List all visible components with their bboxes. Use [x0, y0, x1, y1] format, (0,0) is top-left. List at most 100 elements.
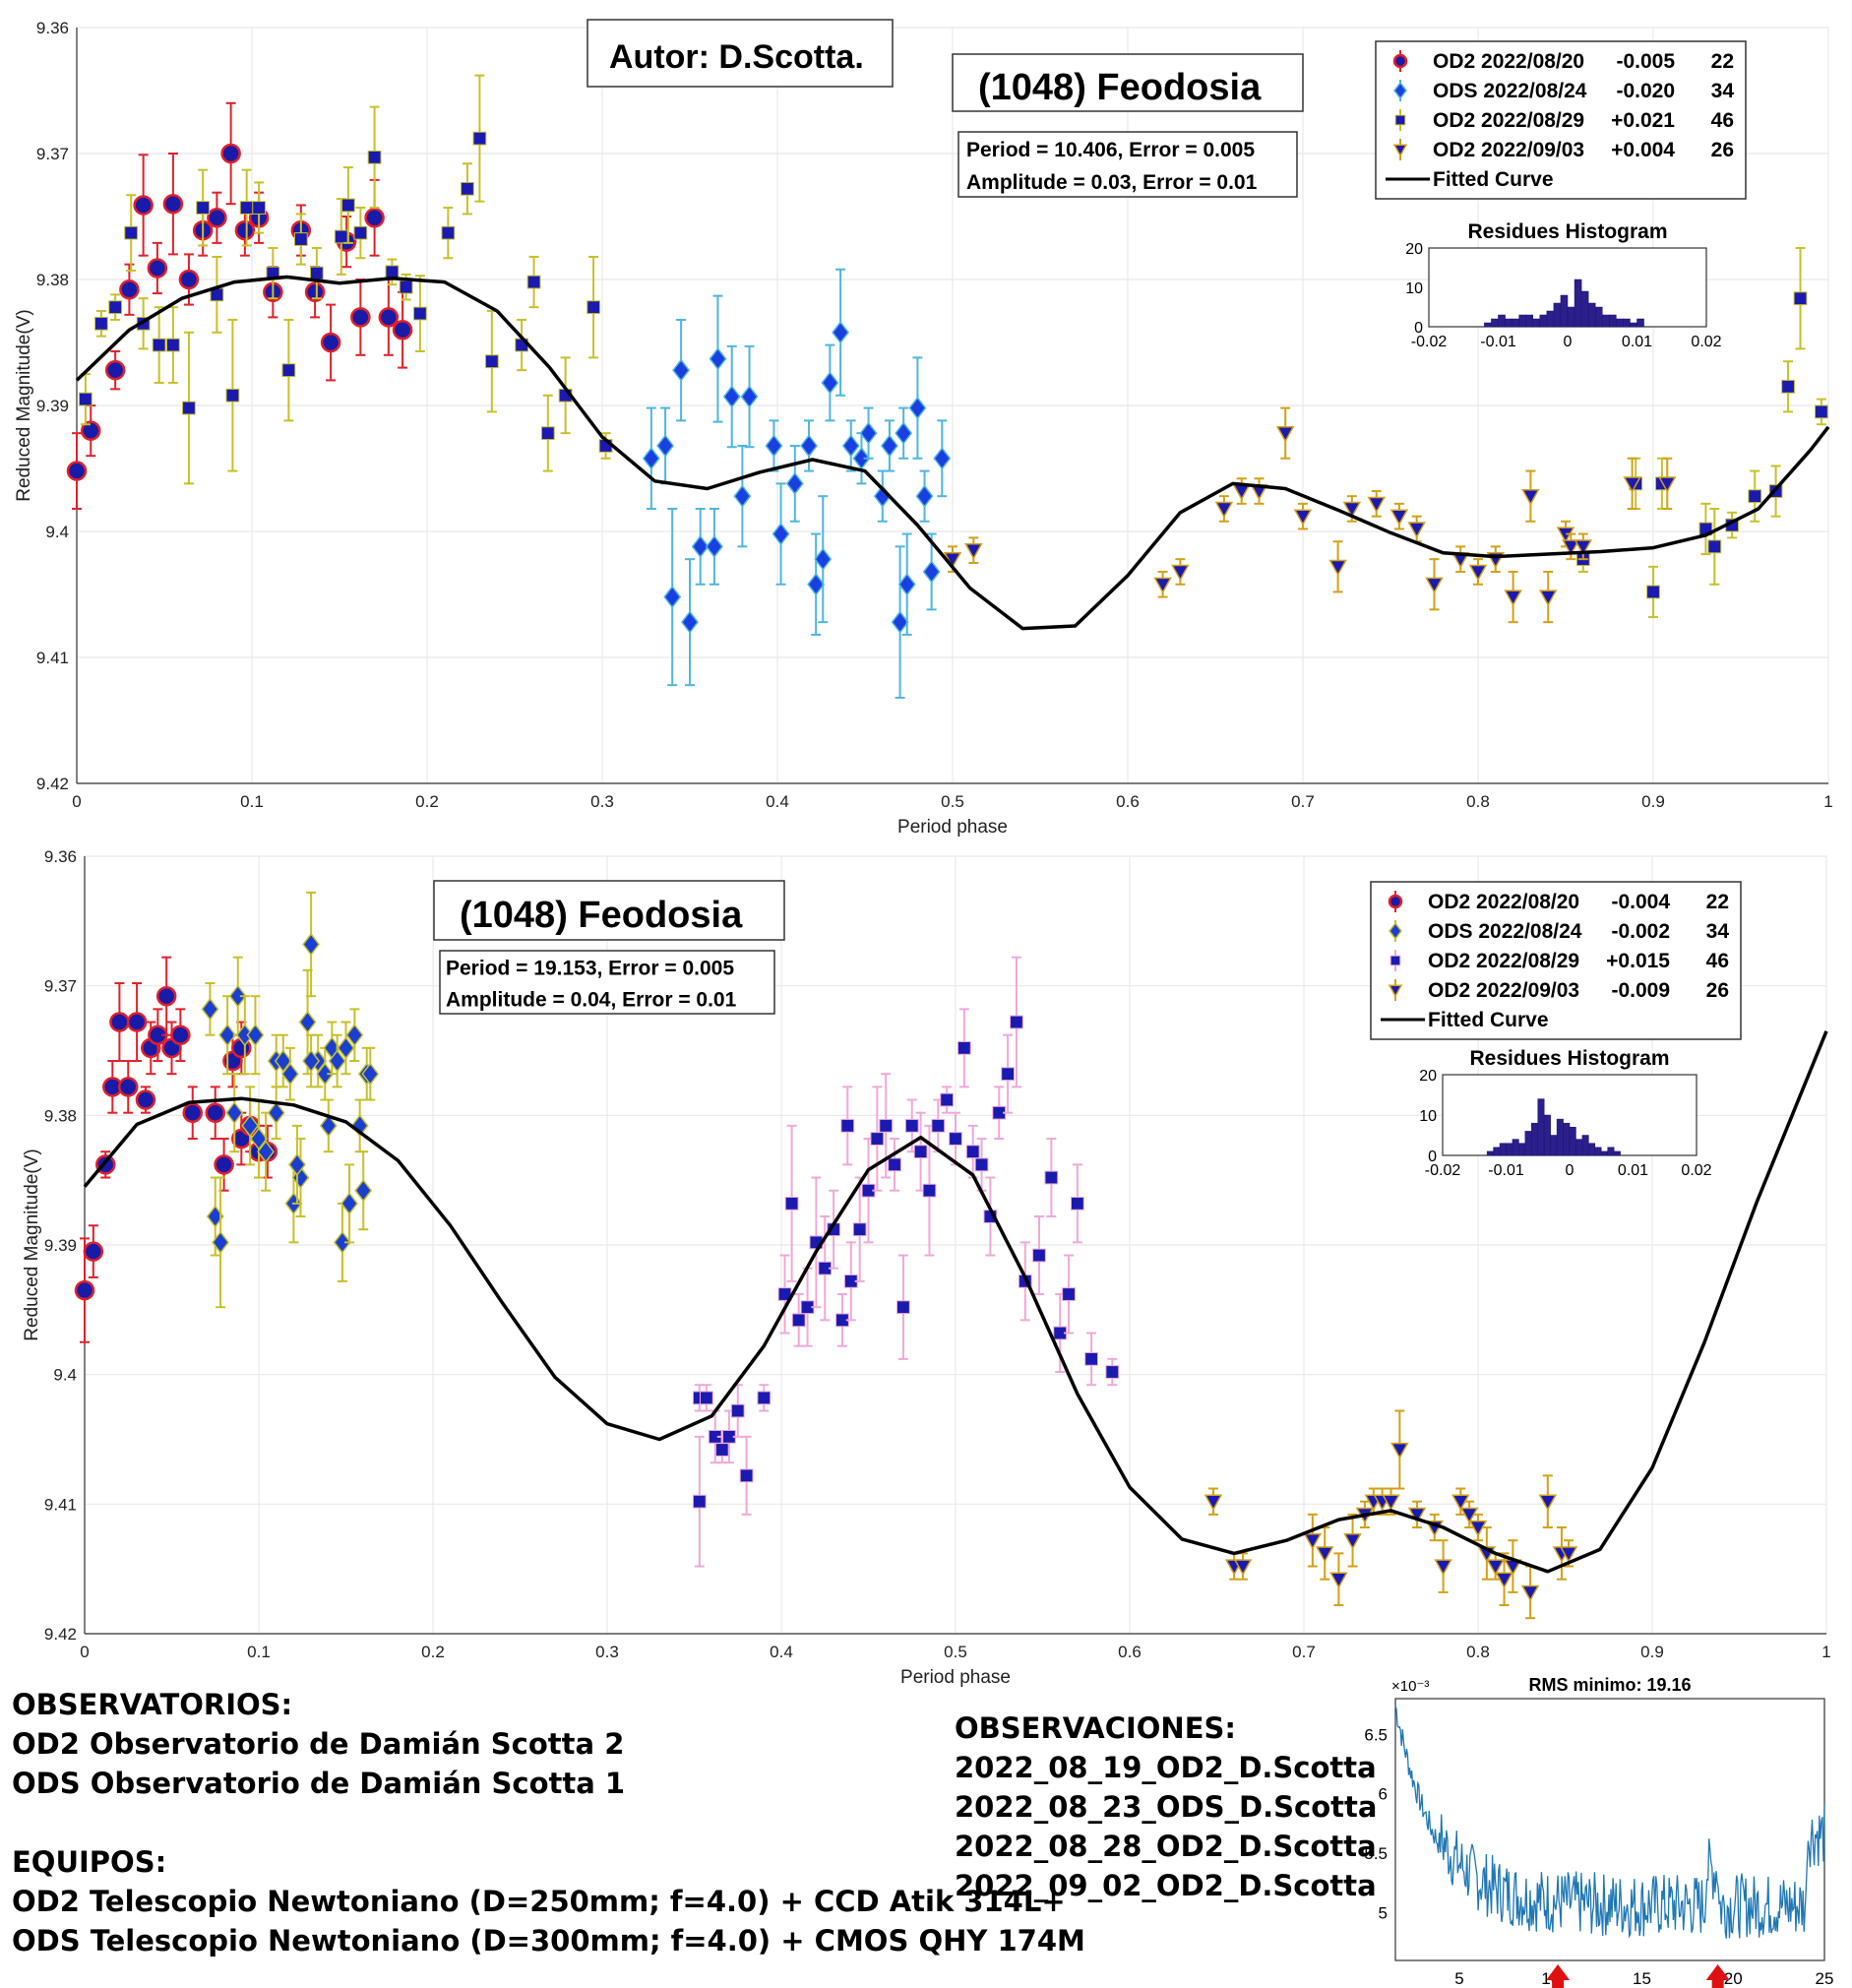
data-point: [765, 434, 783, 458]
histogram-bar: [1506, 1143, 1513, 1156]
rms-title: RMS minimo: 19.16: [1528, 1675, 1691, 1695]
y-tick-label: 9.42: [44, 1625, 77, 1644]
data-point: [740, 385, 759, 408]
data-point: [692, 1494, 707, 1509]
data-point: [807, 573, 826, 596]
data-point: [1407, 522, 1426, 538]
histogram-bar: [1602, 314, 1610, 328]
histogram-bar: [1560, 294, 1569, 328]
legend-marker: [1392, 53, 1408, 69]
legend-2: OD2 2022/08/20 -0.004 22 ODS 2022/08/24 -0.0…: [1370, 881, 1742, 1040]
data-point: [730, 1403, 745, 1418]
histogram-title: Residues Histogram: [1467, 220, 1667, 243]
data-point: [832, 321, 850, 344]
data-point: [250, 1127, 268, 1150]
data-point: [124, 225, 139, 240]
legend-marker: [1388, 894, 1403, 909]
y-tick-label: 9.41: [44, 1495, 77, 1514]
data-point: [1342, 501, 1362, 519]
data-point: [784, 1196, 799, 1211]
data-point: [228, 984, 247, 1008]
data-point: [392, 319, 413, 341]
x-tick-label: 0.5: [941, 792, 964, 811]
data-point: [472, 131, 487, 146]
legend-label: ODS 2022/08/24: [1428, 920, 1582, 943]
period-box-1-box: [957, 131, 1298, 198]
data-point: [1793, 291, 1808, 306]
data-point: [965, 1145, 980, 1159]
observaciones-block: OBSERVACIONES: 2022_08_19_OD2_D.Scotta 2…: [955, 1708, 1377, 1905]
data-point: [126, 1012, 148, 1032]
data-point: [319, 1114, 338, 1138]
histogram-x-tick: -0.02: [1425, 1162, 1461, 1179]
data-point: [1407, 1507, 1427, 1524]
rms-x-tick: 15: [1633, 1969, 1651, 1988]
histogram-bar: [1499, 1143, 1507, 1156]
data-point: [672, 358, 691, 382]
histogram-x-tick: -0.01: [1488, 1162, 1524, 1179]
y-tick-label: 9.39: [36, 397, 69, 415]
legend-offset: -0.009: [1611, 979, 1670, 1002]
data-point: [1032, 1248, 1046, 1263]
data-point: [334, 229, 348, 244]
histogram-bar: [1601, 1150, 1608, 1156]
x-tick-label: 1: [1821, 1643, 1830, 1661]
legend-count: 34: [1711, 80, 1735, 102]
data-point: [1071, 1196, 1084, 1211]
legend-marker: [1392, 144, 1408, 157]
x-tick-label: 0.2: [421, 1643, 445, 1661]
rms-y-tick: 6.5: [1364, 1725, 1388, 1744]
data-point: [691, 534, 710, 558]
data-point: [922, 560, 941, 584]
histogram-bar: [1623, 318, 1631, 328]
data-point: [298, 1010, 317, 1034]
data-point: [870, 1132, 885, 1146]
data-point: [879, 1118, 894, 1133]
histogram-bar: [1630, 322, 1637, 328]
observatorios-heading: OBSERVATORIOS:: [12, 1688, 293, 1721]
data-point: [182, 1102, 203, 1123]
data-point: [852, 1222, 867, 1237]
data-point: [207, 208, 227, 228]
residues-histogram-2: Residues Histogram -0.02 -0.01 0 0.01 0.02 0 10…: [1419, 1047, 1711, 1179]
data-point: [722, 385, 741, 408]
data-point: [1382, 1494, 1400, 1512]
chart-title-1: (1048) Feodosia: [952, 53, 1304, 112]
legend-label: OD2 2022/09/03: [1428, 979, 1579, 1002]
data-point: [104, 359, 126, 381]
data-point: [257, 1140, 276, 1163]
x-tick-label: 0.7: [1292, 1643, 1316, 1661]
x-tick-label: 0.4: [766, 792, 789, 811]
observacion-line-2: 2022_08_23_ODS_D.Scotta: [955, 1790, 1378, 1824]
data-point: [320, 332, 341, 353]
author-box-text: Autor: D.Scotta.: [609, 38, 864, 76]
histogram-bar: [1556, 1118, 1564, 1156]
rms-curve: [1394, 1705, 1825, 1939]
data-point: [201, 997, 219, 1022]
data-point: [1486, 1559, 1505, 1577]
data-point: [293, 232, 308, 246]
y-tick-label: 9.4: [53, 1366, 77, 1385]
legend-label: OD2 2022/08/29: [1428, 950, 1579, 972]
x-tick-label: 1: [1823, 792, 1832, 811]
legend-label: ODS 2022/08/24: [1433, 80, 1587, 102]
data-point: [791, 1313, 806, 1328]
data-point: [1329, 1572, 1348, 1589]
data-point: [281, 363, 296, 378]
rms-exponent: ×10⁻³: [1391, 1678, 1429, 1695]
data-point: [1084, 1351, 1098, 1366]
legend-offset: -0.020: [1616, 80, 1675, 102]
x-tick-label: 0.4: [770, 1643, 793, 1661]
series-4: [1204, 1409, 1578, 1620]
histogram-bar: [1607, 1147, 1615, 1156]
histogram-bar: [1493, 1147, 1501, 1156]
data-point: [241, 1114, 260, 1138]
data-point: [225, 1101, 244, 1125]
y-tick-label: 9.37: [44, 977, 77, 996]
data-point: [1521, 489, 1540, 506]
data-point: [915, 484, 934, 508]
observatorios-block: OBSERVATORIOS: OD2 Observatorio de Damiá…: [12, 1685, 625, 1803]
observacion-line-3: 2022_08_28_OD2_D.Scotta: [955, 1830, 1377, 1863]
histogram-x-tick: 0.02: [1681, 1162, 1711, 1179]
